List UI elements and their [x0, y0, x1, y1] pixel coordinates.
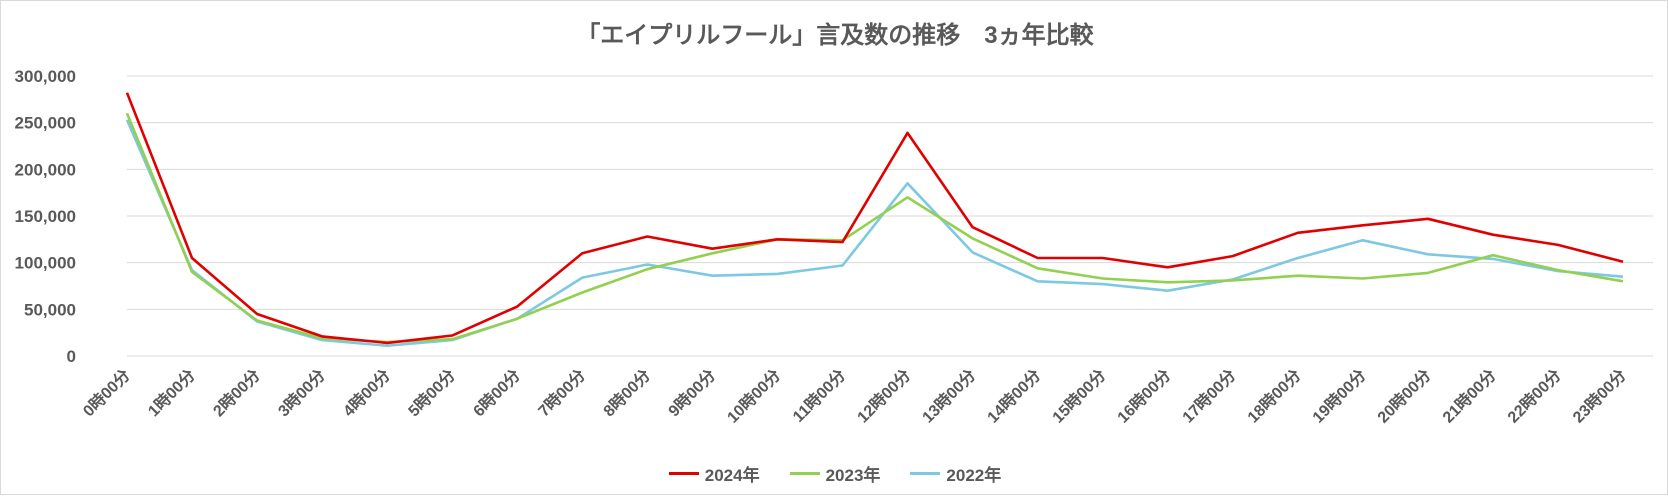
x-tick-label: 1時00分 [144, 365, 199, 420]
x-tick-label: 2時00分 [209, 365, 264, 420]
x-tick-label: 5時00分 [404, 365, 459, 420]
x-tick-label: 23時00分 [1569, 365, 1630, 426]
legend-swatch [910, 472, 941, 475]
y-tick-label: 300,000 [15, 67, 76, 86]
legend-swatch [789, 472, 820, 475]
series-line-1 [125, 112, 1624, 344]
x-tick-label: 21時00分 [1438, 365, 1499, 426]
y-tick-label: 50,000 [24, 300, 76, 319]
legend-label: 2024年 [704, 466, 760, 485]
series-lines [125, 92, 1624, 348]
x-tick-label: 7時00分 [534, 365, 589, 420]
chart-title: 「エイプリルフール」言及数の推移 3ヵ年比較 [576, 22, 1094, 49]
legend-label: 2023年 [825, 466, 881, 485]
legend-item-0: 2024年 [668, 461, 760, 486]
legend-item-1: 2023年 [789, 461, 881, 486]
x-tick-label: 22時00分 [1504, 365, 1565, 426]
y-tick-label: 150,000 [15, 207, 76, 226]
y-axis-ticks: 0 50,000 100,000 150,000 200,000 250,000 300,0… [15, 67, 76, 366]
legend-label: 2022年 [946, 466, 1002, 485]
x-tick-label: 12時00分 [853, 365, 914, 426]
series-line-2 [125, 119, 1624, 348]
x-tick-label: 14時00分 [983, 365, 1044, 426]
x-axis-ticks: 0時00分 1時00分 2時00分 3時00分 4時00分 5時00分 6時00分 7時00分… [79, 365, 1630, 426]
x-tick-label: 4時00分 [339, 365, 394, 420]
y-tick-label: 250,000 [15, 114, 76, 133]
x-tick-label: 0時00分 [79, 365, 134, 420]
x-tick-label: 18時00分 [1243, 365, 1304, 426]
x-tick-label: 8時00分 [599, 365, 654, 420]
x-tick-label: 19時00分 [1308, 365, 1369, 426]
legend-swatch [668, 472, 699, 475]
x-tick-label: 3時00分 [274, 365, 329, 420]
y-tick-label: 0 [67, 347, 76, 366]
legend-item-2: 2022年 [910, 461, 1001, 486]
y-tick-label: 100,000 [15, 254, 76, 273]
x-tick-label: 13時00分 [918, 365, 979, 426]
y-tick-label: 200,000 [15, 160, 76, 179]
x-tick-label: 10時00分 [723, 365, 784, 426]
legend: 2024年 2023年 2022年 [1, 461, 1668, 486]
x-tick-label: 20時00分 [1373, 365, 1434, 426]
x-tick-label: 6時00分 [469, 365, 524, 420]
x-tick-label: 17時00分 [1178, 365, 1239, 426]
x-tick-label: 9時00分 [664, 365, 719, 420]
x-tick-label: 11時00分 [789, 365, 850, 426]
series-line-0 [125, 92, 1624, 345]
x-tick-label: 15時00分 [1048, 365, 1109, 426]
x-tick-label: 16時00分 [1113, 365, 1174, 426]
grid-lines [127, 75, 1653, 357]
